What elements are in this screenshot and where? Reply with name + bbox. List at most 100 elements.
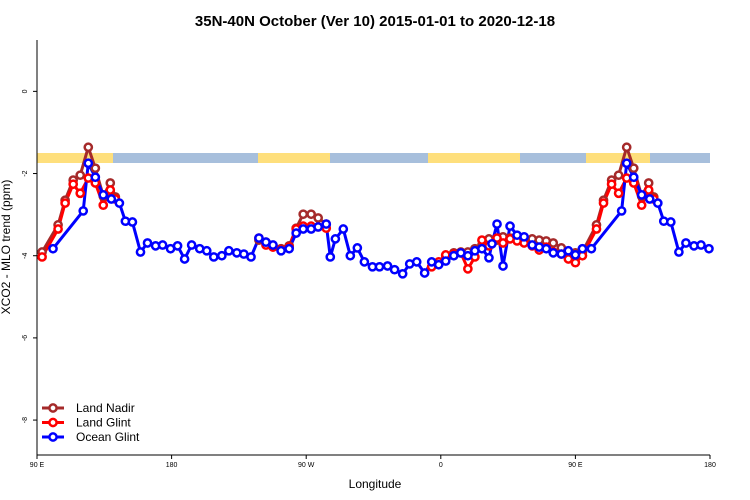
point xyxy=(224,245,234,256)
point xyxy=(291,228,302,238)
point xyxy=(505,221,515,231)
x-axis-label: Longitude xyxy=(349,477,402,491)
point xyxy=(246,252,256,262)
point xyxy=(681,238,691,248)
point xyxy=(313,213,324,223)
point xyxy=(498,238,508,248)
point xyxy=(484,252,494,263)
point xyxy=(298,224,309,234)
y-tick-label: -2 xyxy=(22,170,29,176)
point xyxy=(374,261,385,272)
point xyxy=(135,247,146,257)
point xyxy=(37,252,47,262)
point xyxy=(704,243,714,254)
point xyxy=(142,238,153,248)
point xyxy=(105,185,116,195)
point xyxy=(321,219,332,229)
legend-marker xyxy=(48,432,58,442)
point xyxy=(359,257,370,267)
point xyxy=(636,200,647,211)
point xyxy=(548,238,559,248)
point xyxy=(477,235,487,245)
point xyxy=(636,190,647,200)
band-land xyxy=(258,153,330,163)
point xyxy=(114,198,125,208)
point xyxy=(487,238,497,249)
point xyxy=(519,231,529,242)
point xyxy=(674,247,684,257)
point xyxy=(492,219,502,229)
point xyxy=(48,243,58,254)
point xyxy=(397,268,408,279)
x-tick-label: 90 E xyxy=(30,462,45,469)
point xyxy=(477,243,487,254)
point xyxy=(570,250,581,260)
point xyxy=(217,250,227,261)
point xyxy=(696,240,706,250)
point xyxy=(75,170,86,181)
point xyxy=(83,142,94,153)
band-land xyxy=(586,153,650,163)
point xyxy=(628,172,639,183)
point xyxy=(419,268,430,278)
point xyxy=(330,234,341,244)
point xyxy=(643,185,654,195)
point xyxy=(75,188,86,199)
point xyxy=(325,252,336,262)
point xyxy=(345,250,356,261)
legend-marker xyxy=(48,417,58,428)
point xyxy=(621,158,632,169)
point xyxy=(90,172,101,183)
point xyxy=(389,264,400,275)
point xyxy=(598,198,609,208)
point xyxy=(68,179,79,190)
point xyxy=(78,206,89,216)
point xyxy=(570,257,581,268)
point xyxy=(98,190,109,200)
point xyxy=(492,233,502,243)
legend-marker xyxy=(48,403,58,413)
point xyxy=(665,217,676,227)
point xyxy=(563,245,574,256)
point xyxy=(313,222,324,232)
point xyxy=(127,217,138,227)
surface-band xyxy=(37,153,710,163)
point xyxy=(382,261,393,271)
point xyxy=(276,245,286,256)
point xyxy=(463,250,473,261)
point xyxy=(306,209,316,220)
point xyxy=(652,198,663,208)
point xyxy=(284,243,295,254)
point xyxy=(621,142,632,153)
point xyxy=(90,163,101,174)
point xyxy=(338,224,349,234)
y-axis-label: XCO2 - MLO trend (ppm) xyxy=(0,180,13,315)
y-tick-label: -6 xyxy=(22,335,29,341)
chart-title: 35N-40N October (Ver 10) 2015-01-01 to 2… xyxy=(195,13,555,30)
point xyxy=(628,163,639,174)
point xyxy=(463,264,473,274)
point xyxy=(586,243,597,254)
point xyxy=(186,240,197,250)
x-tick-label: 180 xyxy=(704,462,716,469)
point xyxy=(60,198,70,208)
point xyxy=(106,194,117,204)
point xyxy=(433,259,444,270)
point xyxy=(268,240,278,250)
point xyxy=(98,200,109,211)
x-tick-label: 180 xyxy=(166,462,178,469)
point xyxy=(254,233,264,243)
x-tick-label: 0 xyxy=(439,462,443,469)
band-ocean xyxy=(37,153,710,163)
y-tick-label: -8 xyxy=(22,417,29,423)
legend-label: Land Glint xyxy=(76,416,131,430)
point xyxy=(53,224,63,234)
point xyxy=(298,209,309,220)
point xyxy=(548,247,559,258)
point xyxy=(498,261,508,271)
legend-label: Ocean Glint xyxy=(76,430,140,444)
point xyxy=(172,241,183,251)
y-tick-label: -4 xyxy=(22,253,29,259)
